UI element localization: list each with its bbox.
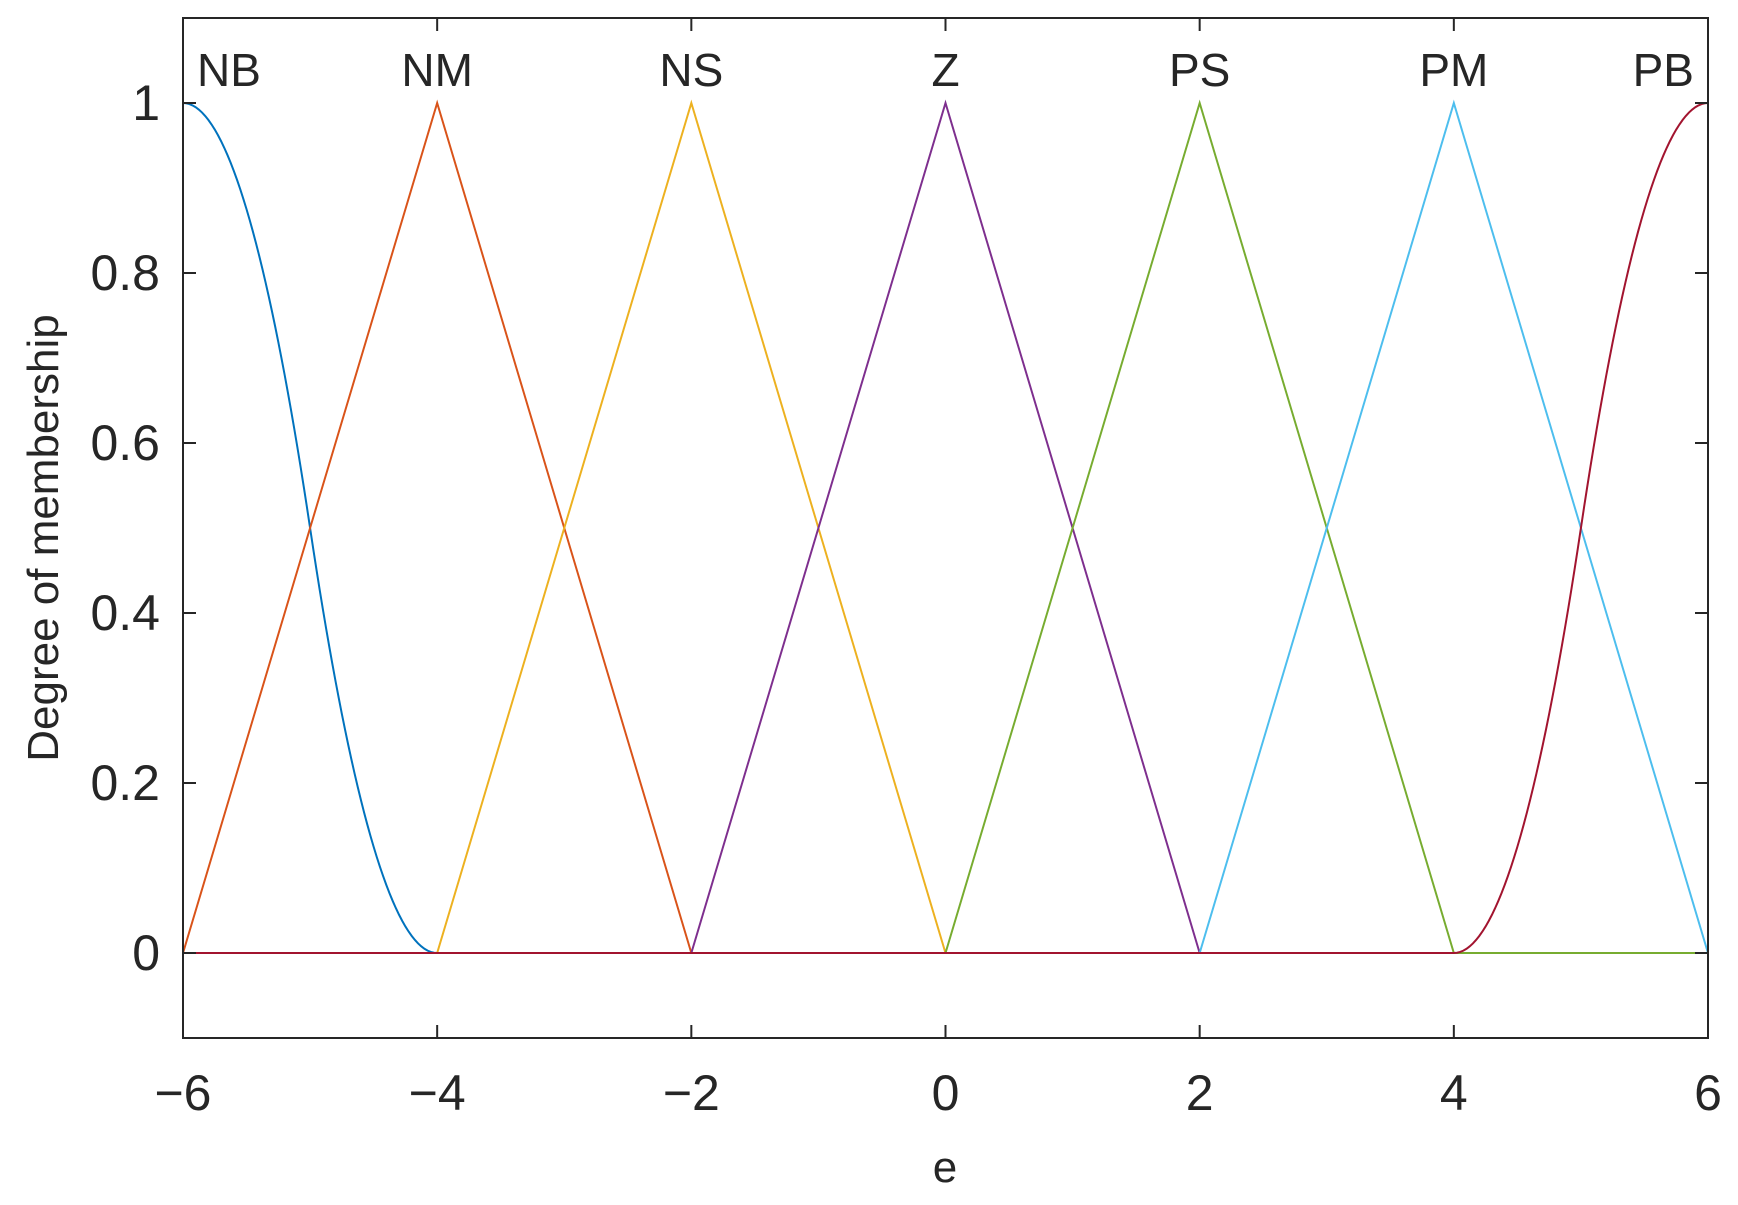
mf-label-z: Z [931,44,959,96]
y-tick-label: 0.6 [90,415,160,471]
x-tick-label: −4 [409,1065,466,1121]
x-tick-label: −6 [154,1065,211,1121]
y-tick-label: 1 [132,75,160,131]
x-tick-label: 6 [1694,1065,1722,1121]
mf-label-pm: PM [1419,44,1488,96]
label-layer: NB NM NS Z PS PM PB [197,44,1694,96]
mf-label-ns: NS [659,44,723,96]
x-tick-label: 0 [932,1065,960,1121]
mf-label-ps: PS [1169,44,1230,96]
y-tick-label: 0.8 [90,245,160,301]
y-tick-label: 0 [132,925,160,981]
mf-label-nm: NM [401,44,473,96]
y-tick-label: 0.2 [90,755,160,811]
y-tick-label: 0.4 [90,585,160,641]
y-axis-title: Degree of membership [19,314,68,762]
x-tick-label: −2 [663,1065,720,1121]
mf-label-pb: PB [1633,44,1694,96]
mf-label-nb: NB [197,44,261,96]
x-axis-title: e [933,1143,957,1192]
x-tick-label: 4 [1440,1065,1468,1121]
x-tick-label: 2 [1186,1065,1214,1121]
